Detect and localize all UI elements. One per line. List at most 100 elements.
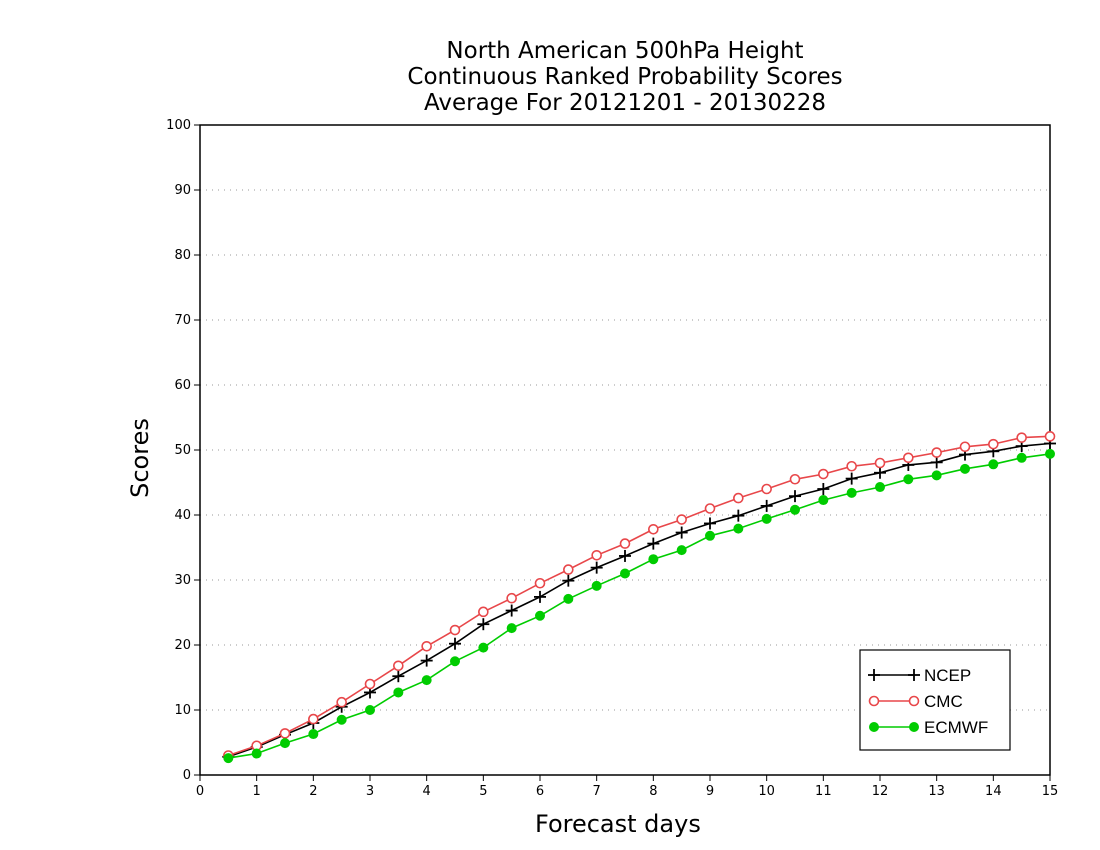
data-point-ncep <box>675 526 688 539</box>
legend-label-ncep: NCEP <box>924 666 971 685</box>
legend-box <box>859 649 1011 751</box>
x-tick-label: 11 <box>815 784 832 799</box>
data-point-ecmwf <box>591 580 602 591</box>
data-point-ecmwf <box>421 675 432 686</box>
data-point-cmc <box>789 473 801 485</box>
data-point-ecmwf <box>336 714 347 725</box>
y-tick-label: 100 <box>166 118 191 133</box>
x-tick-label: 14 <box>985 784 1002 799</box>
data-point-ncep <box>704 517 716 530</box>
data-point-cmc <box>393 660 404 672</box>
legend-marker-right-ncep <box>908 669 920 681</box>
x-tick-label: 1 <box>253 784 261 799</box>
y-axis-label: Scores <box>126 418 154 498</box>
x-tick-label: 13 <box>928 784 945 799</box>
data-point-ncep <box>562 574 575 587</box>
legend-marker-right-cmc <box>908 695 920 707</box>
data-point-cmc <box>733 492 744 504</box>
data-point-ecmwf <box>563 593 574 604</box>
data-point-cmc <box>818 468 829 480</box>
data-point-cmc <box>534 577 546 589</box>
data-point-ncep <box>789 490 801 503</box>
data-point-ncep <box>732 509 745 522</box>
data-point-ecmwf <box>705 530 715 541</box>
data-point-ecmwf <box>846 487 857 498</box>
legend-marker-left-ecmwf <box>869 722 879 732</box>
data-point-cmc <box>364 678 376 690</box>
x-tick-label: 12 <box>872 784 889 799</box>
data-point-ecmwf <box>676 545 687 556</box>
data-point-cmc <box>506 592 517 604</box>
y-tick-label: 10 <box>174 703 191 718</box>
data-point-ecmwf <box>535 610 545 621</box>
data-point-ecmwf <box>393 687 404 698</box>
legend-marker-right-ecmwf <box>909 722 919 732</box>
data-point-ecmwf <box>761 513 772 524</box>
data-point-ncep <box>449 637 461 650</box>
legend: NCEP CMC ECMWF <box>859 649 1011 751</box>
data-point-ecmwf <box>1016 452 1027 463</box>
data-point-ncep <box>420 654 433 667</box>
data-point-cmc <box>308 713 319 725</box>
data-point-ecmwf <box>875 482 885 493</box>
data-point-cmc <box>648 523 659 535</box>
data-point-ecmwf <box>931 470 942 481</box>
data-point-cmc <box>846 460 857 472</box>
data-point-ecmwf <box>506 623 517 634</box>
x-tick-label: 2 <box>309 784 317 799</box>
data-point-cmc <box>931 447 942 458</box>
y-tick-label: 0 <box>183 768 191 783</box>
chart-title: North American 500hPa Height <box>446 38 804 64</box>
y-tick-label: 20 <box>174 638 191 653</box>
data-point-cmc <box>336 696 347 708</box>
data-point-ncep <box>477 618 490 631</box>
data-point-ecmwf <box>251 748 262 759</box>
data-point-cmc <box>959 441 971 453</box>
data-point-cmc <box>1016 432 1027 443</box>
y-tick-label: 40 <box>174 508 191 523</box>
data-point-ncep <box>930 456 943 469</box>
data-point-cmc <box>988 438 999 450</box>
legend-label-cmc: CMC <box>924 692 963 711</box>
data-point-ecmwf <box>450 656 460 667</box>
data-point-ecmwf <box>223 753 234 764</box>
data-point-cmc <box>449 624 461 636</box>
y-tick-label: 30 <box>174 573 191 588</box>
data-point-cmc <box>676 514 687 525</box>
data-point-cmc <box>761 483 772 495</box>
data-point-ecmwf <box>648 554 659 565</box>
x-tick-label: 9 <box>706 784 714 799</box>
chart-period: Average For 20121201 - 20130228 <box>423 90 827 116</box>
x-tick-label: 8 <box>649 784 657 799</box>
data-point-ecmwf <box>280 738 290 749</box>
data-point-ecmwf <box>903 474 914 485</box>
data-point-cmc <box>903 452 914 464</box>
data-point-ncep <box>845 472 858 485</box>
legend-item-cmc: CMC <box>868 692 963 711</box>
x-axis-label: Forecast days <box>535 810 701 838</box>
x-tick-label: 10 <box>758 784 775 799</box>
data-point-cmc <box>874 457 886 469</box>
data-point-cmc <box>563 564 574 575</box>
x-tick-label: 5 <box>479 784 487 799</box>
y-tick-label: 60 <box>174 378 191 393</box>
series-cmc <box>223 431 1056 761</box>
data-point-ecmwf <box>733 523 744 534</box>
chart-subtitle: Continuous Ranked Probability Scores <box>407 64 843 90</box>
y-tick-label: 50 <box>174 443 191 458</box>
legend-item-ecmwf: ECMWF <box>869 718 988 737</box>
data-point-ecmwf <box>818 495 829 506</box>
data-point-cmc <box>1044 431 1056 442</box>
x-tick-label: 0 <box>196 784 204 799</box>
x-tick-label: 3 <box>366 784 374 799</box>
x-tick-label: 7 <box>593 784 601 799</box>
data-point-ecmwf <box>960 463 970 474</box>
series-group <box>222 431 1056 764</box>
data-point-ncep <box>392 670 405 683</box>
series-ecmwf <box>223 448 1055 764</box>
data-point-cmc <box>478 606 489 618</box>
data-point-ncep <box>647 537 660 550</box>
data-point-ecmwf <box>1045 448 1055 459</box>
y-tick-label: 70 <box>174 313 191 328</box>
